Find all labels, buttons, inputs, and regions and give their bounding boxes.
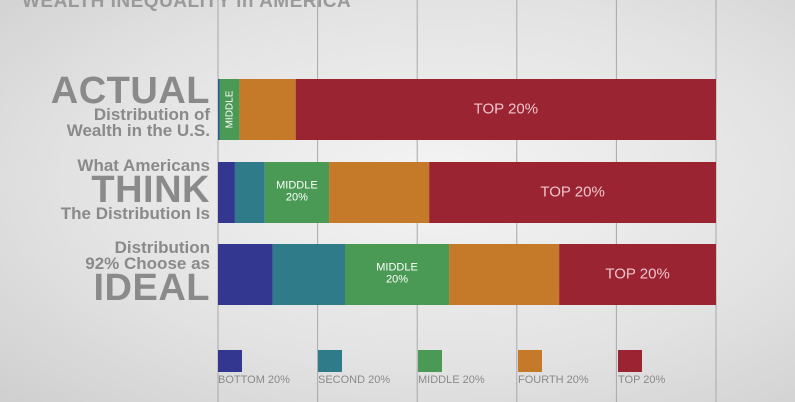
bar-segment — [429, 162, 716, 223]
bar-segment — [295, 79, 716, 140]
segment-label: MIDDLE 20% — [276, 179, 318, 203]
bar-segment — [329, 162, 430, 223]
segment-label: TOP 20% — [605, 265, 669, 282]
legend-label: SECOND 20% — [318, 374, 390, 386]
legend-swatch — [618, 350, 642, 372]
bar-segment — [234, 162, 265, 223]
segment-label: TOP 20% — [540, 183, 604, 200]
category-label: What Americans THINK The Distribution Is — [60, 156, 210, 223]
bar-segment — [272, 244, 345, 305]
segment-label: MIDDLE 20% — [376, 261, 418, 285]
legend-label: BOTTOM 20% — [218, 374, 290, 386]
segment-label: TOP 20% — [474, 100, 538, 117]
bar-segment — [559, 244, 716, 305]
bar-segment — [344, 244, 450, 305]
legend-label: TOP 20% — [618, 374, 666, 386]
bar-segment — [218, 162, 235, 223]
legend-swatch — [518, 350, 542, 372]
legend-swatch — [318, 350, 342, 372]
bar-segment — [264, 162, 330, 223]
bar-segment — [218, 244, 273, 305]
chart-title: WEALTH INEQUALITY in AMERICA — [22, 0, 352, 12]
bar-segment — [219, 79, 240, 140]
legend-swatch — [218, 350, 242, 372]
legend-swatch — [418, 350, 442, 372]
bar-segment — [239, 79, 296, 140]
legend-label: FOURTH 20% — [518, 374, 589, 386]
legend-label: MIDDLE 20% — [418, 374, 485, 386]
bar-segment — [218, 79, 220, 140]
bar-segment — [449, 244, 560, 305]
category-label: ACTUAL Distribution of Wealth in the U.S. — [50, 70, 210, 140]
segment-label: MIDDLE — [224, 90, 235, 128]
category-label: Distribution 92% Choose as IDEAL — [85, 238, 210, 309]
